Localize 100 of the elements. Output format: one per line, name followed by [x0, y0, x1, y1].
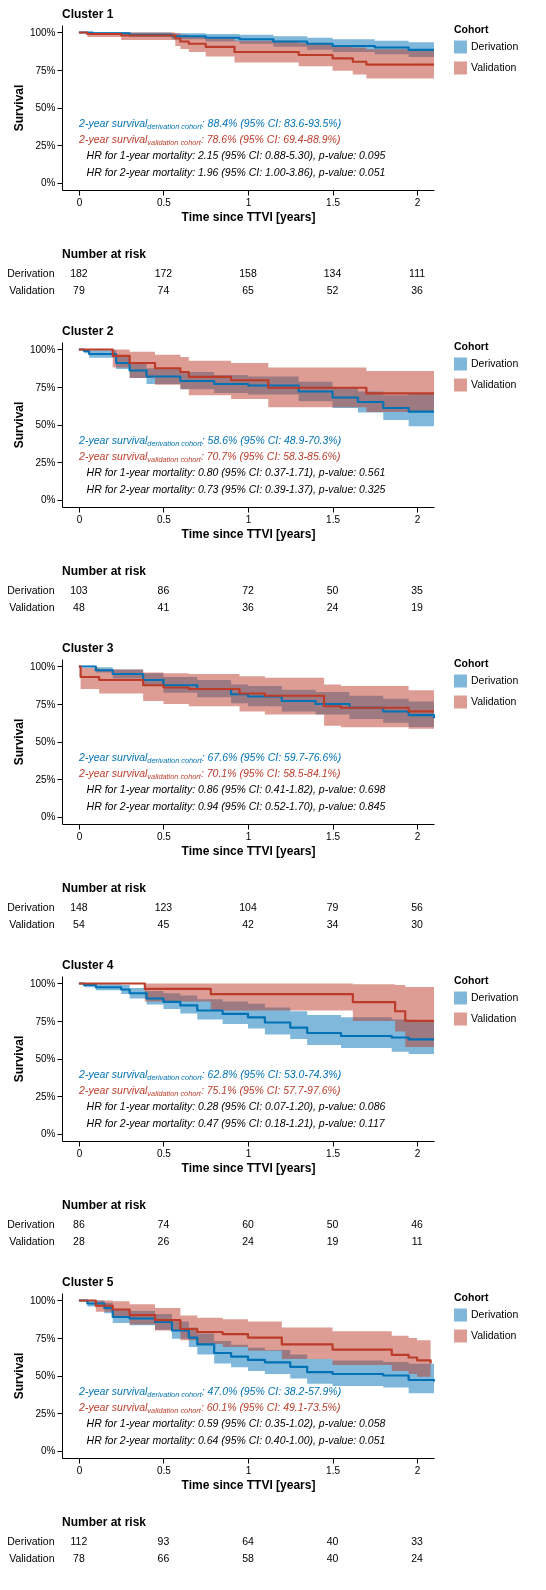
data-label: 35 — [411, 583, 424, 596]
annotation: HR for 1-year mortality: 0.80 (95% CI: 0.37-1.71), p-value: 0.561 — [86, 466, 386, 479]
annotation: HR for 1-year mortality: 0.59 (95% CI: 0.35-1.02), p-value: 0.058 — [86, 1417, 386, 1430]
data-label: 36 — [242, 600, 254, 613]
x-tick-label: 1 — [245, 1464, 252, 1476]
chart-title: Number at risk — [62, 564, 147, 578]
data-label: 66 — [157, 1551, 170, 1564]
x-tick-label: 0.5 — [157, 1464, 172, 1476]
annotation: HR for 1-year mortality: 2.15 (95% CI: 0.88-5.30), p-value: 0.095 — [86, 149, 386, 162]
data-label: 123 — [154, 900, 173, 913]
legend-label: Derivation — [471, 40, 519, 52]
y-tick-label: 75% — [35, 1015, 56, 1027]
annotation: HR for 1-year mortality: 0.28 (95% CI: 0.07-1.20), p-value: 0.086 — [86, 1100, 386, 1113]
y-axis-title: Survival — [11, 718, 26, 766]
y-tick-label: Derivation — [7, 1217, 55, 1230]
data-label: 86 — [157, 583, 170, 596]
data-label: 58 — [242, 1551, 254, 1564]
legend-label: Derivation — [471, 674, 519, 686]
y-tick-label: Derivation — [7, 1534, 55, 1547]
y-tick-label: Validation — [9, 600, 55, 613]
y-tick-label: 25% — [35, 1407, 56, 1419]
x-tick-label: 0 — [76, 1147, 83, 1159]
chart-title: Cluster 3 — [62, 641, 114, 655]
y-tick-label: 50% — [35, 1370, 56, 1381]
y-tick-label: 25% — [35, 456, 56, 468]
data-label: 172 — [154, 266, 173, 279]
data-label: 50 — [326, 583, 339, 596]
annotation: HR for 2-year mortality: 0.47 (95% CI: 0.18-1.21), p-value: 0.117 — [86, 1116, 386, 1129]
annotation: HR for 2-year mortality: 0.64 (95% CI: 0.40-1.00), p-value: 0.051 — [86, 1433, 386, 1446]
x-axis-title: Time since TTVI [years] — [181, 209, 316, 224]
data-label: 148 — [70, 900, 88, 913]
data-label: 74 — [157, 283, 170, 296]
x-axis-title: Time since TTVI [years] — [181, 1477, 316, 1492]
y-tick-label: 0% — [41, 494, 56, 505]
y-tick-label: 75% — [35, 698, 56, 710]
data-label: 79 — [326, 900, 339, 913]
data-label: 42 — [242, 917, 254, 930]
y-tick-label: 75% — [35, 1332, 56, 1344]
data-label: 86 — [73, 1217, 85, 1230]
y-tick-label: 100% — [29, 978, 56, 989]
annotation: HR for 2-year mortality: 0.94 (95% CI: 0.52-1.70), p-value: 0.845 — [86, 799, 386, 812]
x-tick-label: 0 — [76, 513, 83, 525]
data-label: 41 — [157, 600, 170, 613]
x-tick-label: 2 — [414, 1147, 421, 1159]
y-tick-label: Derivation — [7, 583, 55, 596]
annotation: HR for 1-year mortality: 0.86 (95% CI: 0.41-1.82), p-value: 0.698 — [86, 783, 386, 796]
y-tick-label: Validation — [9, 917, 55, 930]
legend-label: Derivation — [471, 357, 519, 369]
data-label: 24 — [411, 1551, 424, 1564]
data-label: 48 — [73, 600, 85, 613]
y-tick-label: Derivation — [7, 266, 55, 279]
legend-title: Cohort — [454, 974, 489, 986]
data-label: 26 — [157, 1234, 170, 1247]
x-tick-label: 0.5 — [157, 513, 172, 525]
data-label: 64 — [242, 1534, 254, 1547]
data-label: 134 — [323, 266, 342, 279]
x-tick-label: 2 — [414, 1464, 421, 1476]
chart-title: Number at risk — [62, 1198, 147, 1212]
y-tick-label: 50% — [35, 102, 56, 113]
data-label: 60 — [242, 1217, 254, 1230]
x-tick-label: 2 — [414, 196, 421, 208]
legend-title: Cohort — [454, 340, 489, 352]
data-label: 40 — [326, 1551, 339, 1564]
y-tick-label: 100% — [29, 1295, 56, 1306]
legend-label: Validation — [471, 1012, 517, 1024]
legend-title: Cohort — [454, 657, 489, 669]
y-tick-label: 100% — [29, 27, 56, 38]
y-tick-label: Validation — [9, 1551, 55, 1564]
y-tick-label: Validation — [9, 283, 55, 296]
data-label: 33 — [411, 1534, 424, 1547]
y-axis-title: Survival — [11, 1352, 26, 1400]
y-tick-label: 100% — [29, 344, 56, 355]
y-tick-label: 100% — [29, 661, 56, 672]
data-label: 158 — [239, 266, 257, 279]
chart-title: Number at risk — [62, 881, 147, 895]
data-label: 103 — [70, 583, 88, 596]
y-tick-label: 75% — [35, 381, 56, 393]
x-tick-label: 1.5 — [326, 196, 341, 208]
y-tick-label: Derivation — [7, 900, 55, 913]
x-tick-label: 2 — [414, 513, 421, 525]
data-label: 93 — [157, 1534, 170, 1547]
data-label: 11 — [411, 1234, 423, 1247]
y-tick-label: 25% — [35, 139, 56, 151]
x-tick-label: 0.5 — [157, 830, 172, 842]
y-tick-label: 0% — [41, 1128, 56, 1139]
annotation: HR for 2-year mortality: 0.73 (95% CI: 0.39-1.37), p-value: 0.325 — [86, 482, 386, 495]
chart-title: Cluster 2 — [62, 324, 114, 338]
x-tick-label: 1 — [245, 196, 252, 208]
data-label: 24 — [242, 1234, 254, 1247]
legend-label: Validation — [471, 1329, 517, 1341]
data-label: 30 — [411, 917, 424, 930]
data-label: 19 — [326, 1234, 339, 1247]
data-label: 104 — [239, 900, 257, 913]
legend-label: Derivation — [471, 991, 519, 1003]
y-tick-label: Validation — [9, 1234, 55, 1247]
x-tick-label: 1.5 — [326, 1464, 341, 1476]
data-label: 111 — [409, 266, 426, 279]
y-axis-title: Survival — [11, 84, 26, 132]
chart-title: Cluster 1 — [62, 7, 114, 21]
data-label: 72 — [242, 583, 254, 596]
